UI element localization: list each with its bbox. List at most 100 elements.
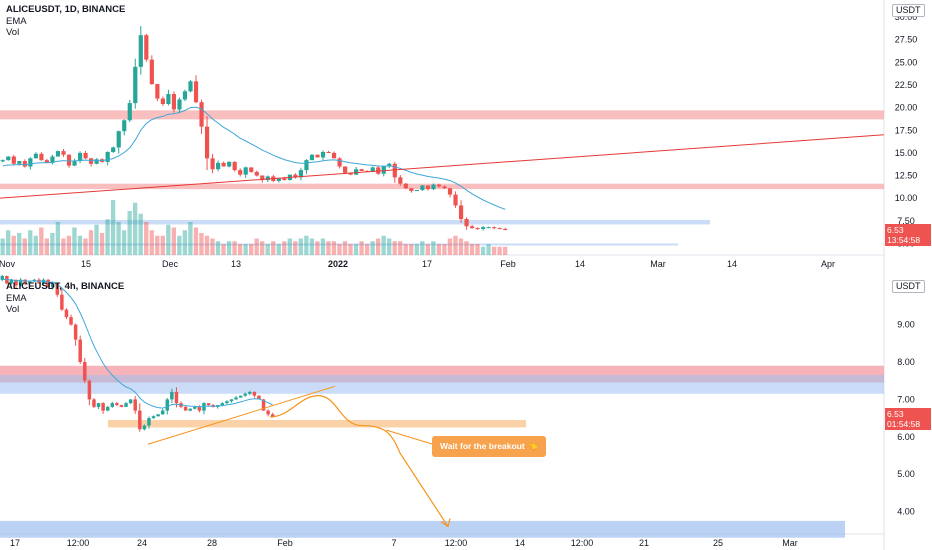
daily-chart-pane[interactable]: 30.00 27.50 25.00 22.50 20.00 17.50 15.00 12.50… — [0, 0, 932, 272]
currency-button[interactable]: USDT — [892, 4, 925, 17]
volume-bar — [215, 241, 221, 255]
candle-body — [188, 81, 193, 92]
candle-body — [115, 403, 119, 405]
volume-bar — [22, 238, 27, 255]
volume-bar — [304, 235, 309, 255]
candle-body — [155, 84, 160, 99]
candle-body — [199, 102, 204, 127]
volume-bar — [99, 233, 105, 255]
price-tick-label: 30.00 — [895, 12, 918, 22]
candle-body — [77, 152, 83, 162]
volume-bar — [171, 227, 176, 255]
daily-chart-canvas[interactable]: 30.00 27.50 25.00 22.50 20.00 17.50 15.00 12.50… — [0, 0, 932, 272]
four-hour-chart-canvas[interactable]: 10.009.008.007.006.005.004.001712:002428… — [0, 272, 932, 550]
currency-button[interactable]: USDT — [892, 280, 925, 293]
volume-bar — [260, 241, 265, 255]
candle-body — [464, 219, 469, 227]
volume-bar — [166, 224, 171, 255]
candle-body — [69, 317, 73, 325]
time-tick-label: 21 — [639, 538, 649, 548]
volume-bar — [342, 241, 348, 255]
candle-body — [160, 410, 165, 415]
target-support-zone — [0, 520, 845, 538]
candle-body — [216, 162, 221, 170]
candle-body — [119, 405, 124, 407]
time-tick-label: Nov — [0, 259, 15, 269]
volume-bar — [0, 238, 5, 255]
candle-body — [6, 156, 11, 161]
candle-body — [165, 399, 170, 411]
time-tick-label: Dec — [162, 259, 179, 269]
volume-bar — [414, 244, 419, 255]
candle-body — [420, 185, 425, 191]
candle-body — [326, 152, 331, 153]
ema-line — [2, 106, 506, 210]
candle-body — [18, 279, 23, 286]
four-hour-chart-pane[interactable]: 10.009.008.007.006.005.004.001712:002428… — [0, 272, 932, 550]
volume-bar — [6, 230, 11, 255]
candle-body — [28, 158, 33, 167]
candle-body — [370, 167, 375, 172]
ascending-trendline — [147, 385, 336, 445]
candle-body — [293, 174, 298, 178]
daily-chart-title: ALICEUSDT, 1D, BINANCE — [6, 4, 126, 15]
volume-bar — [254, 238, 259, 255]
volume-bar — [431, 241, 436, 255]
candle-body — [257, 395, 261, 400]
candle-body — [83, 152, 88, 159]
volume-indicator-label: Vol — [6, 27, 20, 38]
bar-countdown: 01:54:58 — [887, 419, 921, 429]
candle-body — [50, 283, 55, 288]
price-tick-label: 20.00 — [895, 103, 918, 113]
candle-body — [182, 91, 188, 100]
daily-chart-legend: ALICEUSDT, 1D, BINANCE EMA Vol — [6, 4, 125, 39]
candle-body — [243, 167, 248, 175]
price-tick-label: 4.00 — [897, 507, 915, 517]
price-tick-label: 8.00 — [897, 357, 915, 367]
candle-body — [331, 152, 337, 159]
projected-arrow-head — [440, 518, 451, 528]
time-tick-label: 14 — [727, 259, 737, 269]
candle-body — [116, 131, 121, 148]
candle-body — [188, 408, 192, 411]
candle-body — [127, 103, 132, 121]
price-tick-label: 12.50 — [895, 171, 918, 181]
volume-bar — [420, 241, 425, 255]
candle-body — [61, 151, 66, 155]
breakout-level-box — [108, 419, 526, 428]
candle-body — [66, 154, 72, 166]
price-tick-label: 25.00 — [895, 57, 918, 67]
time-tick-label: 28 — [207, 538, 217, 548]
volume-bar — [464, 241, 469, 255]
volume-bar — [497, 246, 502, 255]
candle-body — [73, 324, 78, 340]
candle-body — [298, 170, 304, 178]
volume-bar — [105, 219, 110, 255]
time-tick-label: 24 — [137, 538, 147, 548]
price-tick-label: 27.50 — [895, 35, 918, 45]
candle-body — [470, 226, 475, 229]
candle-body — [50, 156, 55, 163]
candle-body — [124, 403, 128, 407]
volume-bar — [243, 244, 248, 255]
time-tick-label: 2022 — [328, 259, 348, 269]
candle-body — [105, 152, 110, 162]
volume-bar — [293, 241, 298, 255]
candle-body — [414, 190, 419, 192]
support-floor-zone — [0, 243, 678, 246]
volume-bar — [144, 222, 149, 255]
candle-body — [197, 406, 202, 411]
candle-body — [160, 98, 165, 104]
price-tick-label: 22.50 — [895, 80, 918, 90]
candle-body — [458, 205, 464, 220]
ascending-trendline — [0, 134, 885, 199]
volume-bar — [480, 246, 486, 255]
volume-bar — [33, 235, 38, 255]
candle-body — [177, 99, 182, 110]
volume-bar — [77, 235, 83, 255]
four-hour-chart-title: ALICEUSDT, 4h, BINANCE — [6, 281, 125, 292]
candle-body — [227, 161, 232, 167]
candle-body — [149, 59, 154, 85]
candle-body — [60, 294, 64, 310]
volume-bar — [138, 213, 143, 255]
